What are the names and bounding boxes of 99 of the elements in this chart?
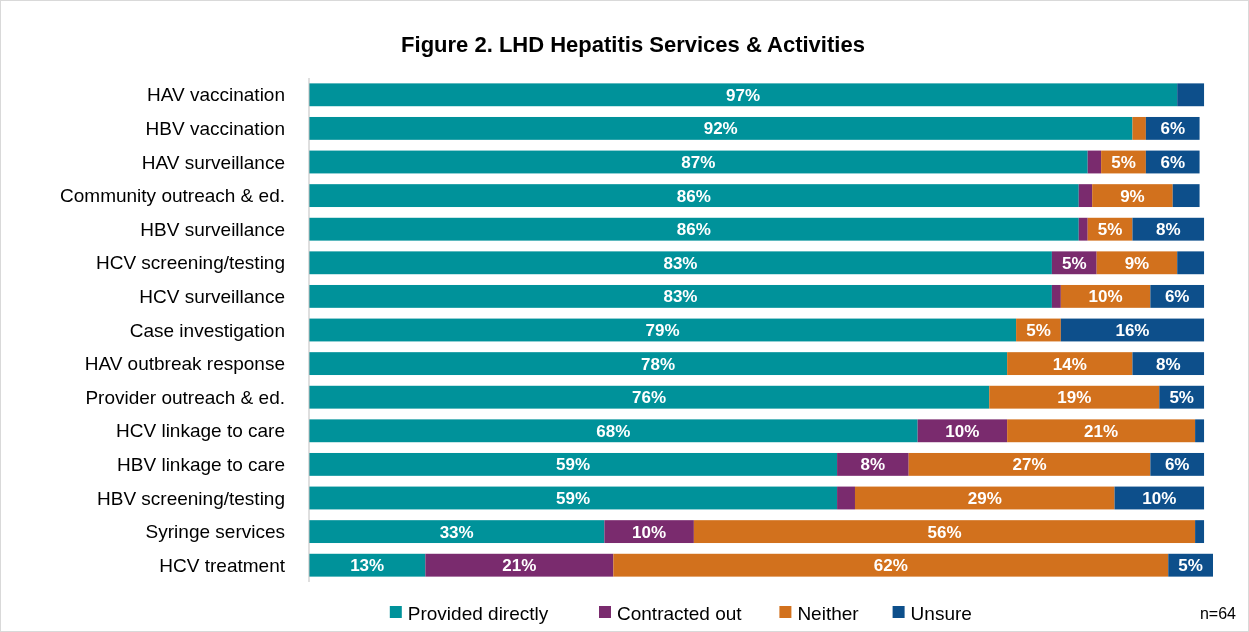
bar: [1007, 419, 1196, 443]
data-label: 59%: [556, 455, 591, 475]
bar: [854, 486, 1115, 510]
data-label: 8%: [1155, 220, 1181, 240]
bar: [1195, 419, 1205, 443]
data-label: 5%: [1169, 388, 1194, 408]
data-label: 87%: [681, 152, 716, 172]
data-label: 21%: [1084, 421, 1119, 441]
data-label: 9%: [1120, 186, 1145, 206]
y-tick-label: HBV vaccination: [145, 118, 285, 140]
data-label: 6%: [1160, 119, 1186, 139]
bar: [1177, 83, 1205, 107]
data-label: 59%: [556, 488, 591, 508]
legend-label: Unsure: [910, 602, 972, 624]
bar: [1172, 184, 1200, 208]
data-label: 62%: [873, 556, 908, 576]
bar: [1051, 284, 1061, 308]
bar: [1007, 352, 1133, 376]
bar: [309, 116, 1133, 140]
bar: [309, 553, 426, 577]
data-label: 78%: [641, 354, 676, 374]
bar: [1132, 116, 1146, 140]
data-label: 68%: [596, 421, 631, 441]
bar: [309, 217, 1079, 241]
data-label: 14%: [1052, 354, 1087, 374]
bar: [1092, 184, 1173, 208]
y-tick-label: HBV surveillance: [140, 218, 285, 240]
legend-label: Contracted out: [617, 602, 743, 624]
data-label: 5%: [1026, 320, 1051, 340]
bar: [837, 486, 855, 510]
data-label: 83%: [663, 253, 698, 273]
data-label: 83%: [663, 287, 698, 307]
y-tick-label: Case investigation: [129, 319, 285, 341]
chart-title: Figure 2. LHD Hepatitis Services & Activities: [401, 32, 865, 57]
legend-label: Provided directly: [407, 602, 549, 624]
bar: [989, 385, 1160, 409]
bar: [309, 251, 1052, 275]
bar: [309, 284, 1052, 308]
y-tick-label: Community outreach & ed.: [60, 185, 285, 207]
data-label: 29%: [967, 488, 1002, 508]
bar: [425, 553, 614, 577]
bar: [309, 520, 605, 544]
bar: [1177, 251, 1205, 275]
bar: [1195, 520, 1205, 544]
y-tick-label: HCV screening/testing: [95, 252, 285, 274]
text: n=64: [1199, 604, 1237, 622]
data-label: 5%: [1111, 152, 1136, 172]
data-label: 9%: [1124, 253, 1150, 273]
data-label: 10%: [1088, 287, 1123, 307]
legend-label: Neither: [797, 602, 860, 624]
data-label: 16%: [1115, 320, 1150, 340]
bar: [309, 184, 1079, 208]
y-tick-label: HAV vaccination: [147, 84, 285, 106]
y-tick-label: HCV linkage to care: [116, 420, 285, 442]
y-tick-label: Provider outreach & ed.: [85, 386, 285, 408]
data-label: 8%: [860, 455, 886, 475]
data-label: 92%: [703, 119, 738, 139]
data-label: 79%: [645, 320, 680, 340]
data-label: 86%: [676, 220, 711, 240]
y-tick-label: HAV outbreak response: [84, 353, 285, 375]
y-tick-label: HCV treatment: [159, 554, 286, 576]
y-tick-label: HBV linkage to care: [117, 454, 285, 476]
bar: [309, 452, 838, 476]
data-label: 6%: [1160, 152, 1186, 172]
data-label: 10%: [945, 421, 980, 441]
data-label: 10%: [632, 522, 667, 542]
bar: [309, 486, 838, 510]
y-tick-label: HAV surveillance: [141, 151, 285, 173]
y-tick-label: HCV surveillance: [139, 286, 285, 308]
data-label: 13%: [350, 556, 385, 576]
data-label: 97%: [726, 85, 761, 105]
data-label: 56%: [927, 522, 962, 542]
data-label: 33%: [439, 522, 474, 542]
bar: [1087, 150, 1102, 174]
data-label: 76%: [632, 388, 667, 408]
bar: [613, 553, 1169, 577]
data-label: 8%: [1155, 354, 1181, 374]
bar: [309, 385, 990, 409]
data-label: 6%: [1164, 287, 1190, 307]
bar: [693, 520, 1196, 544]
data-label: 86%: [676, 186, 711, 206]
bar: [309, 352, 1008, 376]
data-label: 5%: [1097, 220, 1123, 240]
data-label: 27%: [1012, 455, 1047, 475]
data-label: 6%: [1164, 455, 1190, 475]
y-tick-label: HBV screening/testing: [97, 487, 285, 509]
bar: [309, 419, 918, 443]
data-label: 19%: [1057, 388, 1092, 408]
bar: [309, 318, 1017, 342]
bar: [309, 150, 1088, 174]
bar: [1078, 217, 1088, 241]
bar: [1078, 184, 1093, 208]
bar: [309, 83, 1178, 107]
data-label: 5%: [1178, 556, 1203, 576]
data-label: 5%: [1061, 253, 1087, 273]
data-label: 21%: [502, 556, 537, 576]
data-label: 10%: [1142, 488, 1177, 508]
y-tick-label: Syringe services: [145, 521, 285, 543]
bar: [908, 452, 1151, 476]
